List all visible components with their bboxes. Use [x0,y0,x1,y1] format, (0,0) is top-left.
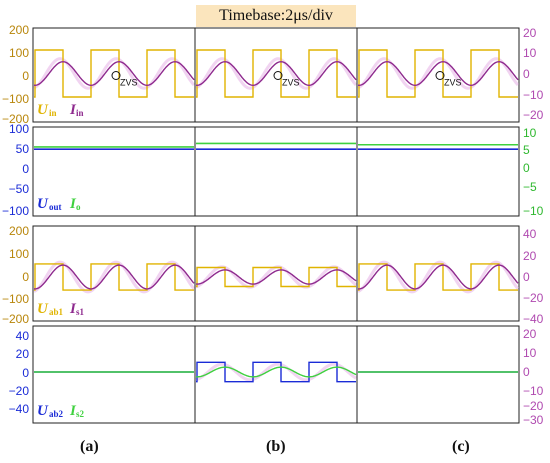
right-tick-label-r4: −30 [523,413,544,427]
legend-current-sub-r1: in [76,108,84,118]
left-tick-label-r1: 100 [9,46,29,60]
caption-b: (b) [266,438,286,455]
left-tick-label-r4: 20 [16,347,30,361]
legend-voltage-sub-r2: out [49,202,62,212]
panel-frame-r2c [356,126,520,217]
panel-frame-r2b [194,126,358,217]
zvs-marker-c [435,71,445,80]
voltage-trace-r1b [196,49,356,98]
left-tick-label-r4: −20 [9,384,30,398]
right-tick-label-r4: −10 [523,384,544,398]
left-tick-label-r1: −100 [2,92,29,106]
left-tick-label-r2: 0 [22,162,29,176]
right-tick-label-r3: 0 [523,270,530,284]
legend-voltage-sub-r4: ab2 [49,409,64,419]
current-ghost-r1b [195,57,358,90]
left-tick-label-r4: −40 [9,402,30,416]
right-tick-label-r2: 0 [523,161,530,175]
current-trace-r3a [33,264,195,290]
legend-current-r2: I [69,196,77,212]
zvs-label-a: ZVS [120,78,138,88]
current-trace-r1b [195,61,357,87]
left-tick-label-r1: 0 [22,69,29,83]
zvs-marker-a [111,71,121,80]
legend-voltage-r4: U [37,403,49,419]
panel-frame-r4c [356,325,520,424]
timebase-label: Timebase:2μs/div [196,5,356,27]
left-tick-label-r3: 100 [9,247,29,261]
right-tick-label-r1: 10 [523,46,537,60]
left-tick-label-r2: −100 [2,204,29,218]
zvs-marker-b [273,71,283,80]
right-tick-label-r4: 10 [523,346,537,360]
voltage-trace-r4b [196,361,356,383]
left-tick-label-r3: 0 [22,270,29,284]
left-tick-label-r4: 40 [16,329,30,343]
zvs-label-b: ZVS [282,78,300,88]
current-trace-r3b [196,269,357,285]
right-tick-label-r1: −10 [523,88,544,102]
panel-frame-r3c [356,225,520,322]
zvs-label-c: ZVS [444,78,462,88]
legend-voltage-r2: U [37,196,49,212]
panel-frame-r4a [32,325,196,424]
panel-frame-r3b [194,225,358,322]
current-ghost-r4b [195,362,357,382]
panel-frame-r1a [32,27,196,123]
current-trace-r4b [195,366,357,378]
right-tick-label-r4: 20 [523,327,537,341]
legend-current-sub-r4: s2 [76,409,85,419]
left-tick-label-r3: 200 [9,224,29,238]
legend-current-r4: I [69,403,77,419]
current-trace-r1a [33,61,195,87]
right-tick-label-r3: 40 [523,227,537,241]
right-tick-label-r4: −20 [523,399,544,413]
current-ghost-r1c [357,57,520,90]
left-tick-label-r2: −50 [9,182,30,196]
legend-current-sub-r2: o [76,202,81,212]
voltage-trace-r3a [34,263,194,291]
legend-voltage-r3: U [37,301,49,317]
right-tick-label-r1: 20 [523,26,537,40]
voltage-trace-r3b [196,266,356,288]
right-tick-label-r3: 20 [523,249,537,263]
right-tick-label-r2: −10 [523,204,544,218]
left-tick-label-r2: 50 [16,142,30,156]
left-tick-label-r2: 100 [9,122,29,136]
right-tick-label-r4: 0 [523,365,530,379]
voltage-trace-r1a [34,49,194,98]
right-tick-label-r1: −20 [523,108,544,122]
panel-frame-r3a [32,225,196,322]
left-tick-label-r3: −100 [2,292,29,306]
right-tick-label-r1: 0 [523,67,530,81]
legend-voltage-r1: U [37,102,49,118]
right-tick-label-r3: −20 [523,291,544,305]
voltage-trace-r1c [358,49,518,98]
legend-current-r1: I [69,102,77,118]
left-tick-label-r4: 0 [22,366,29,380]
left-tick-label-r1: −200 [2,112,29,126]
legend-voltage-sub-r3: ab1 [49,307,64,317]
current-trace-r1c [357,61,519,87]
caption-a: (a) [80,438,99,455]
right-tick-label-r4: −40 [523,0,544,3]
right-tick-label-r2: −5 [523,180,537,194]
panel-frame-r1b [194,27,358,123]
current-ghost-r1a [33,57,196,90]
right-tick-label-r2: 10 [523,126,537,140]
caption-c: (c) [452,438,470,455]
panel-frame-r4b [194,325,358,424]
current-trace-r3c [357,264,519,290]
legend-current-sub-r3: s1 [76,307,85,317]
left-tick-label-r3: −200 [2,312,29,326]
left-tick-label-r1: 200 [9,23,29,37]
right-tick-label-r3: −40 [523,312,544,326]
legend-voltage-sub-r1: in [49,108,57,118]
voltage-trace-r3c [358,263,518,291]
panel-frame-r1c [356,27,520,123]
right-tick-label-r2: 5 [523,143,530,157]
legend-current-r3: I [69,301,77,317]
